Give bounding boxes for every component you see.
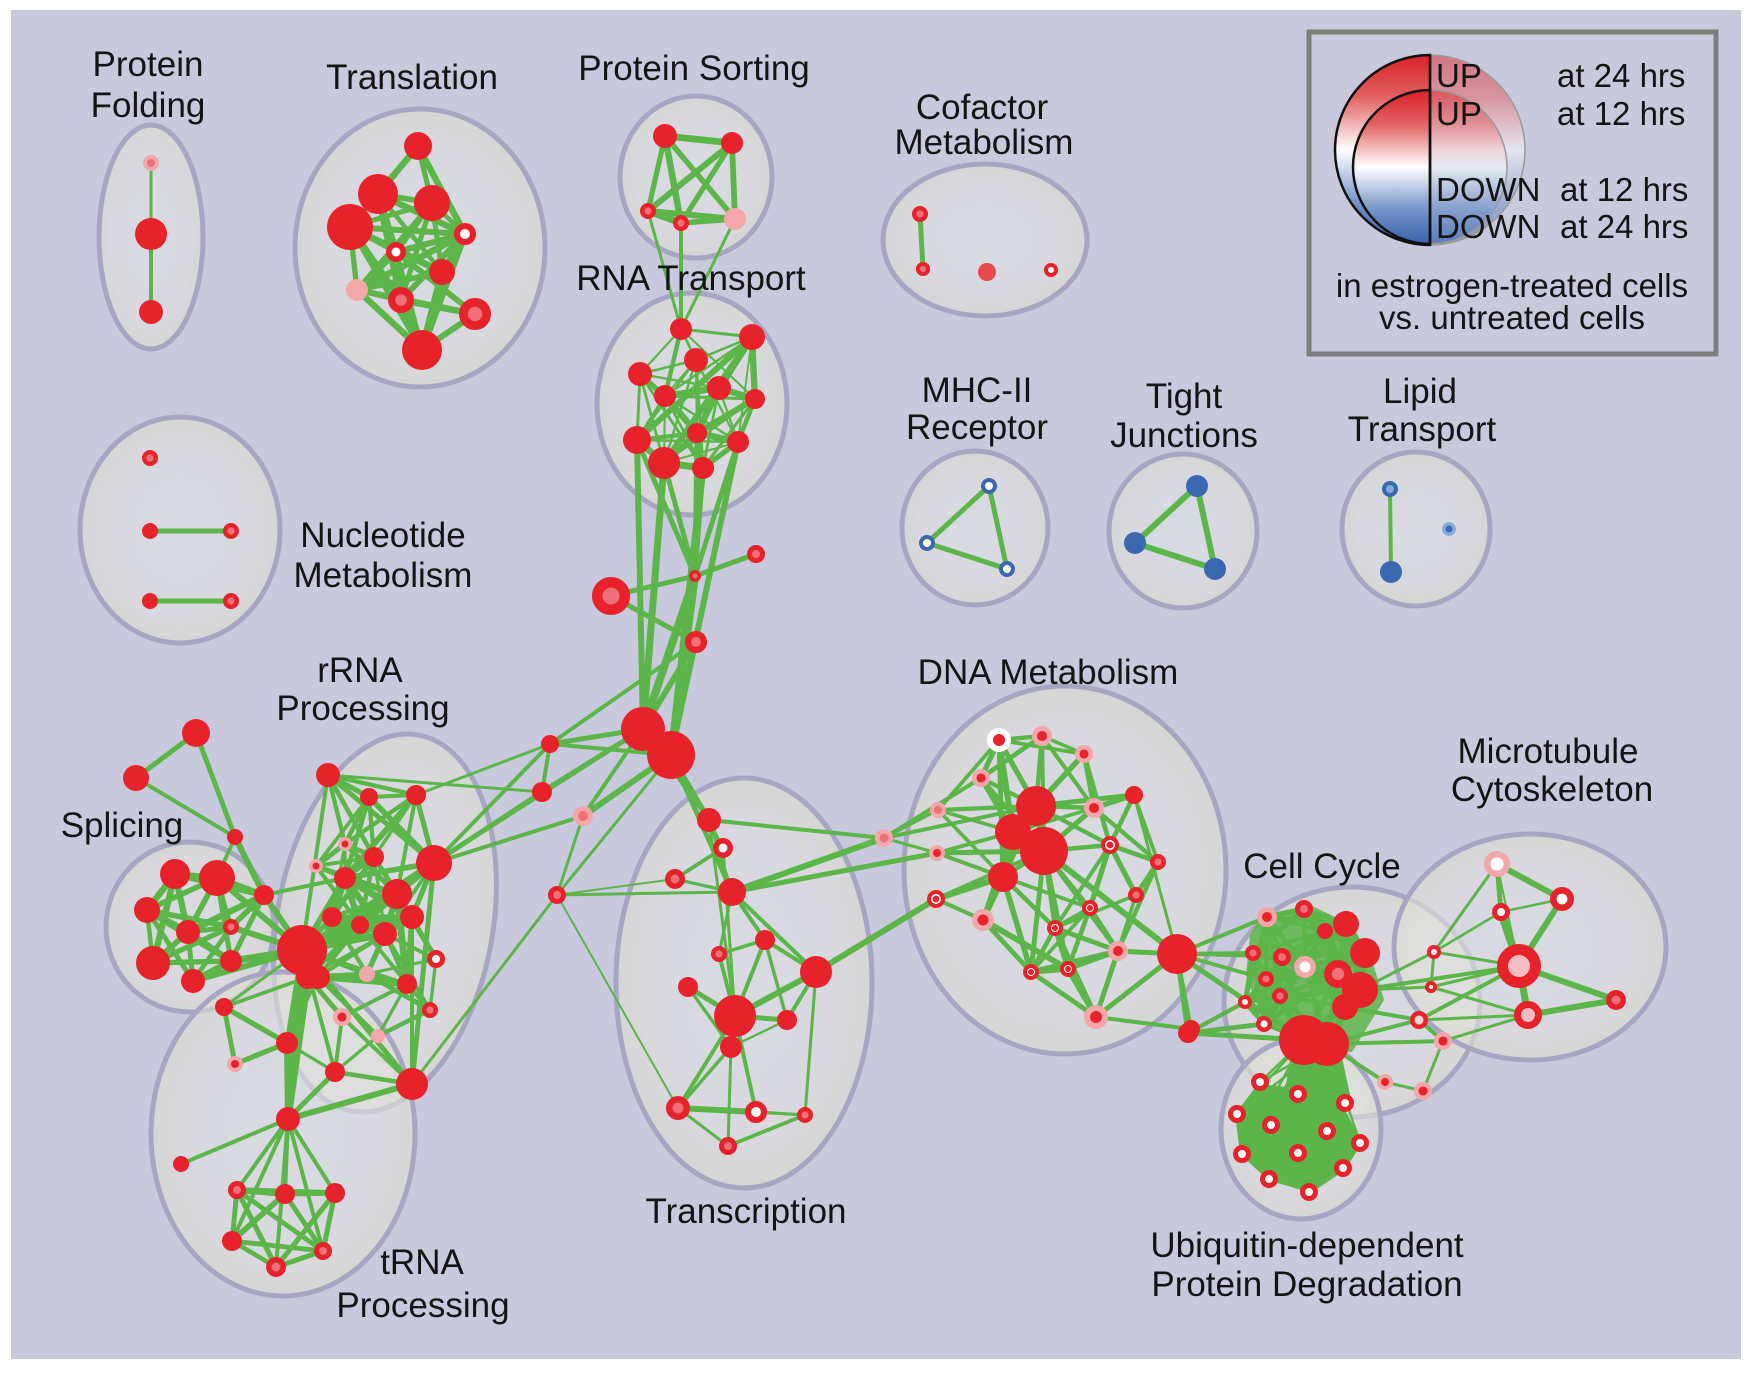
svg-text:tRNA: tRNA bbox=[380, 1243, 464, 1282]
svg-text:DOWN: DOWN bbox=[1436, 171, 1540, 208]
svg-text:Transcription: Transcription bbox=[646, 1192, 847, 1231]
svg-text:in estrogen-treated cells: in estrogen-treated cells bbox=[1336, 267, 1688, 304]
svg-text:at 12 hrs: at 12 hrs bbox=[1557, 95, 1685, 132]
svg-text:at 24 hrs: at 24 hrs bbox=[1557, 57, 1685, 94]
svg-text:Folding: Folding bbox=[91, 86, 206, 125]
svg-text:Splicing: Splicing bbox=[61, 806, 184, 845]
svg-text:Protein Sorting: Protein Sorting bbox=[578, 49, 810, 88]
svg-text:UP: UP bbox=[1436, 95, 1482, 132]
svg-text:rRNA: rRNA bbox=[317, 651, 403, 690]
svg-text:Processing: Processing bbox=[276, 689, 449, 728]
svg-text:Cell Cycle: Cell Cycle bbox=[1243, 847, 1401, 886]
svg-text:Microtubule: Microtubule bbox=[1458, 732, 1639, 771]
svg-text:Protein Degradation: Protein Degradation bbox=[1151, 1265, 1462, 1304]
svg-text:Cytoskeleton: Cytoskeleton bbox=[1451, 770, 1653, 809]
svg-text:Receptor: Receptor bbox=[906, 408, 1048, 447]
svg-text:DOWN: DOWN bbox=[1436, 208, 1540, 245]
svg-text:Nucleotide: Nucleotide bbox=[300, 516, 465, 555]
svg-text:DNA Metabolism: DNA Metabolism bbox=[918, 653, 1179, 692]
svg-text:Cofactor: Cofactor bbox=[916, 88, 1049, 127]
svg-text:Translation: Translation bbox=[326, 58, 498, 97]
svg-text:Metabolism: Metabolism bbox=[895, 123, 1074, 162]
svg-text:Ubiquitin-dependent: Ubiquitin-dependent bbox=[1150, 1226, 1464, 1265]
svg-text:Transport: Transport bbox=[1348, 410, 1497, 449]
svg-text:RNA Transport: RNA Transport bbox=[576, 259, 806, 298]
svg-text:Tight: Tight bbox=[1146, 377, 1223, 416]
svg-text:Processing: Processing bbox=[336, 1286, 509, 1325]
svg-text:Lipid: Lipid bbox=[1383, 372, 1457, 411]
svg-text:UP: UP bbox=[1436, 57, 1482, 94]
svg-text:vs. untreated cells: vs. untreated cells bbox=[1379, 299, 1645, 336]
svg-text:Protein: Protein bbox=[93, 45, 204, 84]
svg-text:Metabolism: Metabolism bbox=[294, 556, 473, 595]
svg-text:Junctions: Junctions bbox=[1110, 416, 1258, 455]
svg-text:MHC-II: MHC-II bbox=[922, 371, 1033, 410]
svg-text:at 24 hrs: at 24 hrs bbox=[1560, 208, 1688, 245]
svg-text:at 12 hrs: at 12 hrs bbox=[1560, 171, 1688, 208]
